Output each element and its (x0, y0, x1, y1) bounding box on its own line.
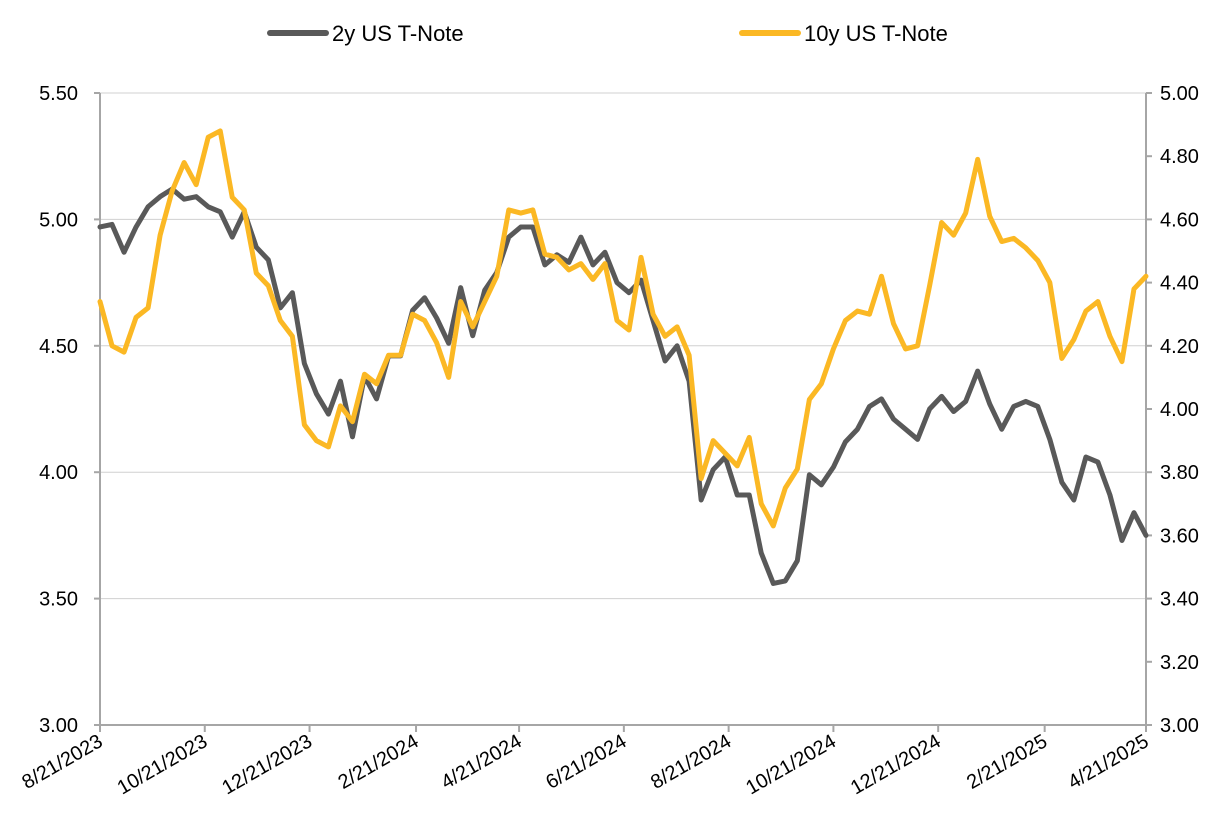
legend-label: 2y US T-Note (332, 21, 464, 46)
right-tick-label: 5.00 (1160, 83, 1199, 105)
x-tick-label: 10/21/2023 (114, 730, 212, 799)
series-line (97, 186, 1149, 586)
x-tick-label: 2/21/2024 (334, 730, 422, 794)
right-tick-label: 4.40 (1160, 273, 1199, 295)
right-tick-label: 3.80 (1160, 462, 1199, 484)
right-tick-label: 3.20 (1160, 652, 1199, 674)
x-tick-label: 4/21/2025 (1064, 730, 1152, 794)
series-lines (97, 128, 1149, 586)
left-tick-label: 4.00 (39, 462, 78, 484)
left-tick-label: 4.50 (39, 336, 78, 358)
tick-labels: 3.00 3.50 4.00 4.50 5.00 5.50 3.00 3.20 3.40 3.60… (18, 83, 1199, 799)
left-tick-label: 3.00 (39, 715, 78, 737)
x-tick-label: 6/21/2024 (542, 730, 630, 794)
x-tick-label: 8/21/2023 (18, 730, 106, 794)
x-tick-label: 2/21/2025 (963, 730, 1051, 794)
right-tick-label: 4.60 (1160, 209, 1199, 231)
left-tick-label: 5.50 (39, 83, 78, 105)
right-tick-label: 3.40 (1160, 589, 1199, 611)
x-tick-label: 12/21/2024 (847, 730, 945, 799)
right-tick-label: 4.80 (1160, 146, 1199, 168)
x-tick-label: 12/21/2023 (218, 730, 316, 799)
gridlines (100, 92, 1146, 600)
x-tick-label: 10/21/2024 (742, 730, 840, 799)
x-tick-label: 8/21/2024 (647, 730, 735, 794)
right-tick-label: 3.60 (1160, 525, 1199, 547)
left-tick-label: 3.50 (39, 589, 78, 611)
axes (94, 92, 1152, 732)
legend-label: 10y US T-Note (804, 21, 948, 46)
legend: 2y US T-Note 10y US T-Note (267, 21, 948, 46)
left-tick-label: 5.00 (39, 209, 78, 231)
right-tick-label: 4.20 (1160, 336, 1199, 358)
x-tick-label: 4/21/2024 (438, 730, 526, 794)
series-line (97, 128, 1149, 529)
right-tick-label: 4.00 (1160, 399, 1199, 421)
right-tick-label: 3.00 (1160, 715, 1199, 737)
